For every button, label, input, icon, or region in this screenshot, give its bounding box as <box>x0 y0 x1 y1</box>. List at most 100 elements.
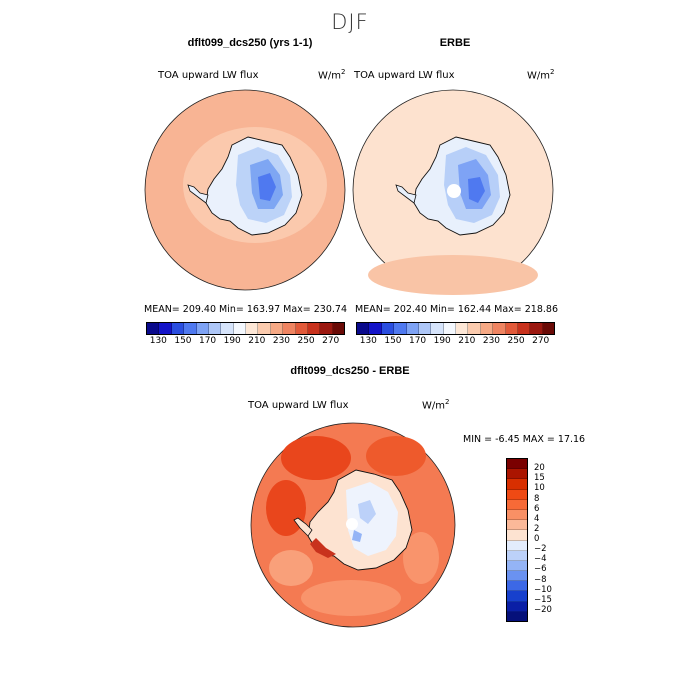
colorbar-swatch <box>283 323 296 334</box>
colorbar-tick-label: 250 <box>507 336 525 346</box>
colorbar-tick-label: 230 <box>482 336 501 346</box>
colorbar-tick-label: 130 <box>359 336 377 346</box>
colorbar-swatch <box>493 323 506 334</box>
map-model-contour-3 <box>258 173 276 201</box>
colorbar-swatch <box>542 323 554 334</box>
stats-diff: MIN = -6.45 MAX = 17.16 <box>463 434 586 445</box>
colorbar-level-label: −10 <box>534 584 552 595</box>
units-erbe: W/m2 <box>527 68 555 82</box>
figure-title: DJF <box>331 10 369 34</box>
colorbar-swatch <box>507 601 527 612</box>
colorbar-tick-label: 190 <box>223 336 241 346</box>
colorbar-swatch <box>431 323 444 334</box>
colorbar-level-label: −2 <box>534 544 547 555</box>
units-diff: W/m2 <box>422 398 450 412</box>
colorbar-swatch <box>507 489 527 500</box>
colorbar-tick-label: 170 <box>408 336 427 346</box>
colorbar-tick-label: 130 <box>149 336 167 346</box>
colorbar-tick-label: 270 <box>532 336 550 346</box>
map-erbe <box>352 89 554 295</box>
colorbar-swatch <box>507 571 527 582</box>
colorbar-swatch <box>196 323 209 334</box>
colorbar-swatch <box>507 459 527 470</box>
colorbar-labels-diff: 20 15 10 8 6 4 2 0 −2 −4 −6 −8 −10 −15 −20 <box>534 458 574 620</box>
field-label-model: TOA upward LW flux <box>158 70 259 81</box>
colorbar-swatch <box>406 323 419 334</box>
colorbar-swatch <box>320 323 333 334</box>
colorbar-swatch <box>507 540 527 551</box>
colorbar-swatch <box>507 581 527 592</box>
colorbar-swatch <box>233 323 246 334</box>
panel-title-erbe: ERBE <box>439 37 471 49</box>
colorbar-swatch <box>468 323 481 334</box>
colorbar-swatch <box>357 323 370 334</box>
colorbar-level-label: −8 <box>534 574 547 585</box>
colorbar-level-label: 6 <box>534 503 540 514</box>
colorbar-swatch <box>507 530 527 541</box>
units-model: W/m2 <box>318 68 346 82</box>
colorbar-tick-label: 230 <box>272 336 291 346</box>
colorbar-swatch <box>295 323 308 334</box>
colorbar-ticks-erbe: 130 150 170 190 210 230 250 270 <box>356 336 553 348</box>
colorbar-swatch <box>507 591 527 602</box>
colorbar-swatch <box>307 323 321 334</box>
colorbar-swatch <box>507 611 527 621</box>
map-diff-patch-6 <box>403 532 439 584</box>
colorbar-swatch <box>208 323 222 334</box>
colorbar-swatch <box>480 323 494 334</box>
colorbar-swatch <box>507 520 527 531</box>
colorbar-swatch <box>443 323 456 334</box>
colorbar-level-label: −20 <box>534 604 552 615</box>
panel-title-model: dflt099_dcs250 (yrs 1-1) <box>187 37 313 49</box>
colorbar-tick-label: 210 <box>458 336 476 346</box>
map-diff-peninsula <box>293 517 313 537</box>
colorbar-swatch <box>456 323 469 334</box>
colorbar-erbe <box>356 322 555 335</box>
colorbar-swatch <box>381 323 395 334</box>
colorbar-swatch <box>171 323 185 334</box>
colorbar-swatch <box>507 479 527 490</box>
colorbar-level-label: −6 <box>534 564 547 575</box>
colorbar-swatch <box>258 323 271 334</box>
colorbar-tick-label: 150 <box>384 336 402 346</box>
colorbar-swatch <box>507 509 527 521</box>
map-diff-pole-hole <box>346 518 358 530</box>
map-model-peninsula <box>187 184 209 204</box>
colorbar-swatch <box>394 323 407 334</box>
colorbar-level-label: 15 <box>534 473 545 484</box>
colorbar-swatch <box>147 323 160 334</box>
map-model <box>144 89 346 291</box>
colorbar-swatch <box>507 499 527 510</box>
stats-model: MEAN= 209.40 Min= 163.97 Max= 230.74 <box>144 304 348 315</box>
colorbar-swatch <box>369 323 382 334</box>
colorbar-tick-label: 210 <box>248 336 266 346</box>
colorbar-level-label: 4 <box>534 513 540 524</box>
colorbar-swatch <box>221 323 234 334</box>
colorbar-diff <box>506 458 528 622</box>
colorbar-swatch <box>332 323 344 334</box>
map-diff-patch-2 <box>366 436 426 476</box>
map-erbe-pole-hole <box>447 184 461 198</box>
colorbar-swatch <box>159 323 172 334</box>
colorbar-swatch <box>505 323 518 334</box>
colorbar-level-label: −4 <box>534 554 547 565</box>
colorbar-swatch <box>507 469 527 480</box>
map-diff-contour-2 <box>358 500 376 524</box>
colorbar-tick-label: 250 <box>297 336 315 346</box>
colorbar-level-label: 10 <box>534 483 545 494</box>
colorbar-swatch <box>507 550 527 561</box>
colorbar-model <box>146 322 345 335</box>
map-diff-contour-3 <box>352 530 362 542</box>
colorbar-tick-label: 190 <box>433 336 451 346</box>
map-erbe-peninsula <box>395 184 417 204</box>
map-erbe-outer-band <box>368 255 538 295</box>
colorbar-swatch <box>246 323 259 334</box>
map-diff-peninsula-hot <box>310 538 336 558</box>
map-diff-patch-1 <box>281 436 351 480</box>
map-diff-patch-4 <box>301 580 401 616</box>
colorbar-swatch <box>507 560 527 572</box>
colorbar-swatch <box>184 323 197 334</box>
map-diff <box>250 422 456 628</box>
colorbar-level-label: −15 <box>534 594 552 605</box>
field-label-erbe: TOA upward LW flux <box>354 70 455 81</box>
